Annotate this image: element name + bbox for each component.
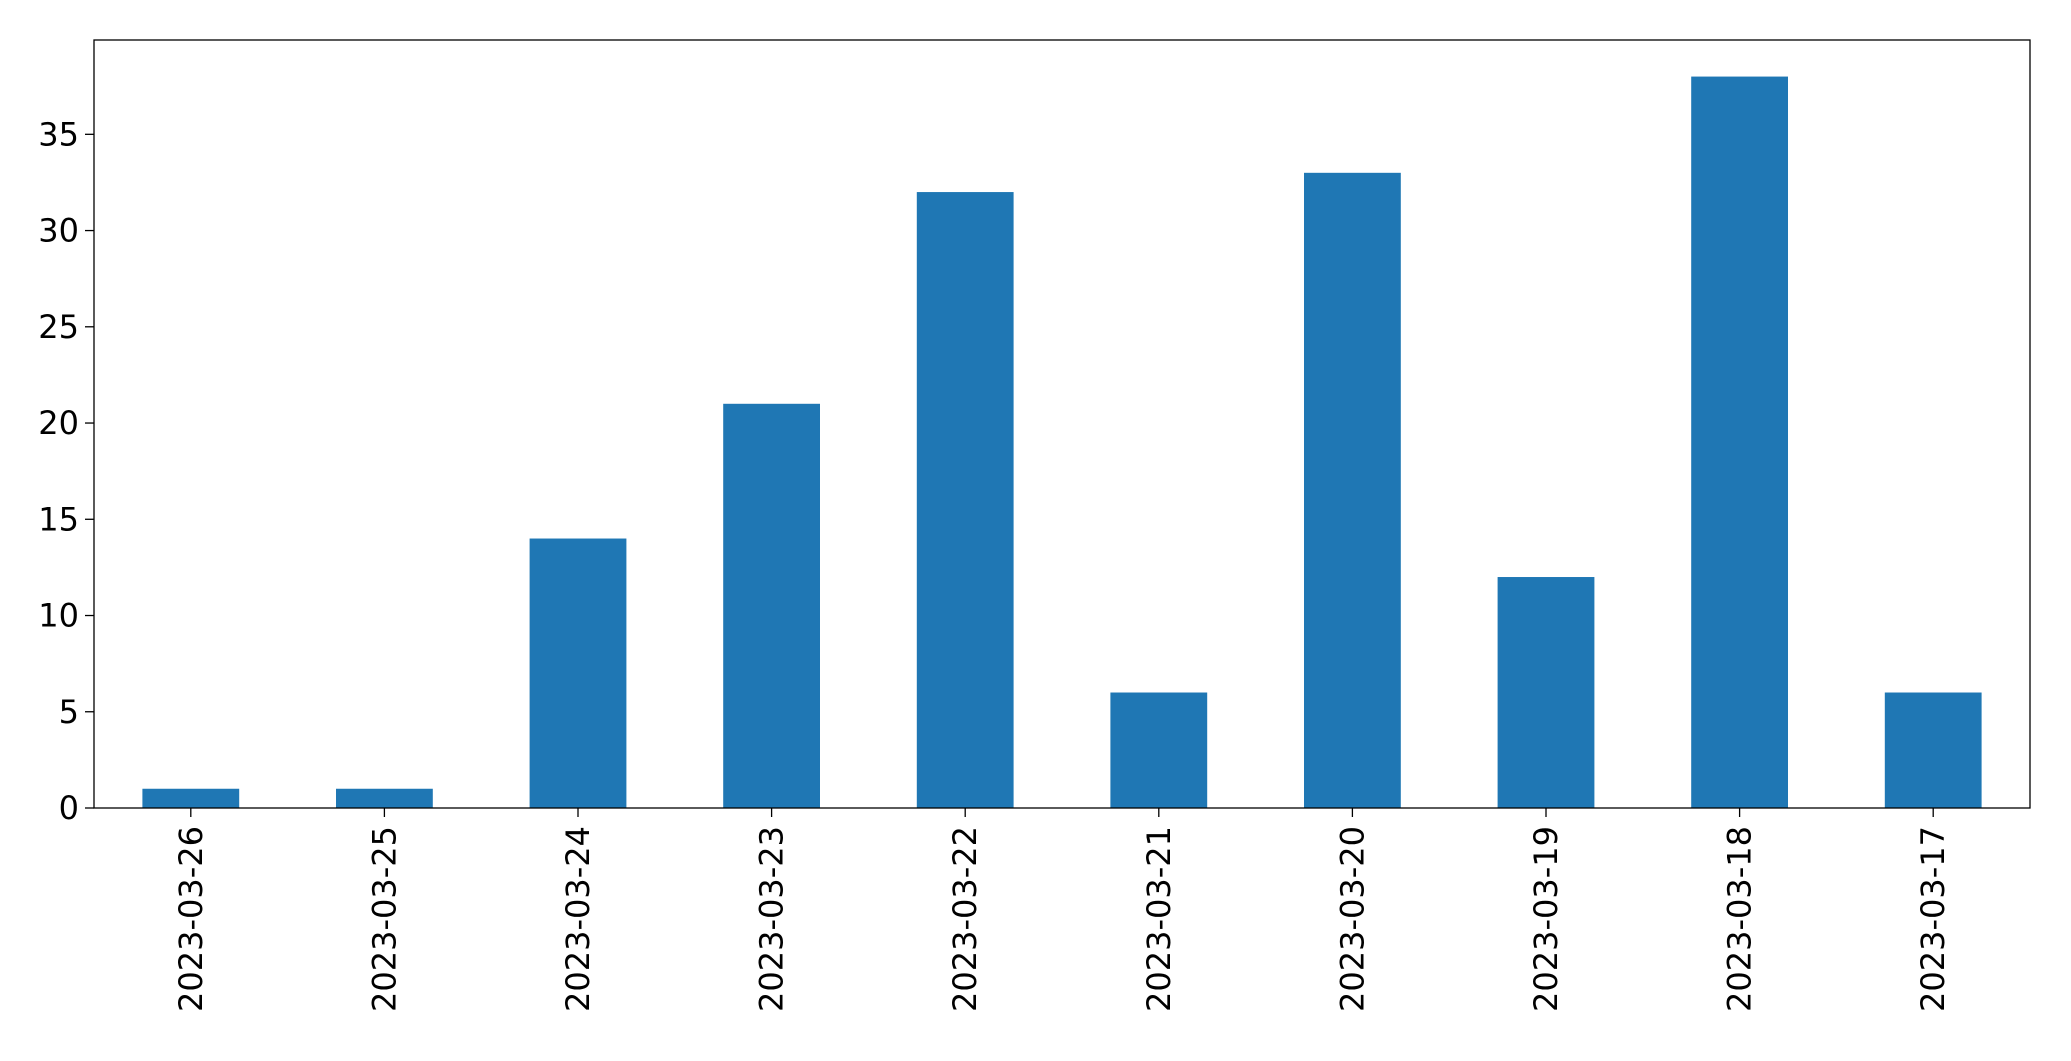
bar bbox=[1884, 692, 1982, 808]
y-tick-label: 15 bbox=[38, 500, 79, 538]
plot-frame bbox=[93, 39, 2031, 809]
x-tick-label: 2023-03-20 bbox=[1333, 826, 1371, 1012]
bar bbox=[723, 403, 820, 808]
x-tick-label: 2023-03-19 bbox=[1527, 826, 1565, 1012]
x-tick-label: 2023-03-17 bbox=[1914, 826, 1952, 1012]
bar bbox=[1304, 172, 1401, 809]
y-tick-label: 30 bbox=[38, 212, 79, 250]
x-tick-label: 2023-03-24 bbox=[559, 826, 597, 1012]
y-tick-label: 25 bbox=[38, 308, 79, 346]
bar bbox=[336, 788, 433, 808]
y-tick-label: 20 bbox=[38, 404, 79, 442]
y-tick-label: 35 bbox=[38, 115, 79, 153]
y-tick-label: 10 bbox=[38, 597, 79, 635]
bar bbox=[529, 538, 627, 808]
x-tick-label: 2023-03-26 bbox=[172, 826, 210, 1012]
bar bbox=[1691, 76, 1788, 809]
y-tick-label: 5 bbox=[59, 693, 79, 731]
bar bbox=[1110, 692, 1208, 808]
bar bbox=[1497, 577, 1595, 808]
bar bbox=[142, 788, 240, 808]
x-tick-label: 2023-03-25 bbox=[365, 826, 403, 1012]
x-tick-label: 2023-03-22 bbox=[946, 826, 984, 1012]
x-tick-label: 2023-03-18 bbox=[1721, 826, 1759, 1012]
x-tick-label: 2023-03-21 bbox=[1140, 826, 1178, 1012]
y-tick-label: 0 bbox=[59, 789, 79, 827]
bar bbox=[916, 192, 1014, 808]
x-tick-label: 2023-03-23 bbox=[753, 826, 791, 1012]
